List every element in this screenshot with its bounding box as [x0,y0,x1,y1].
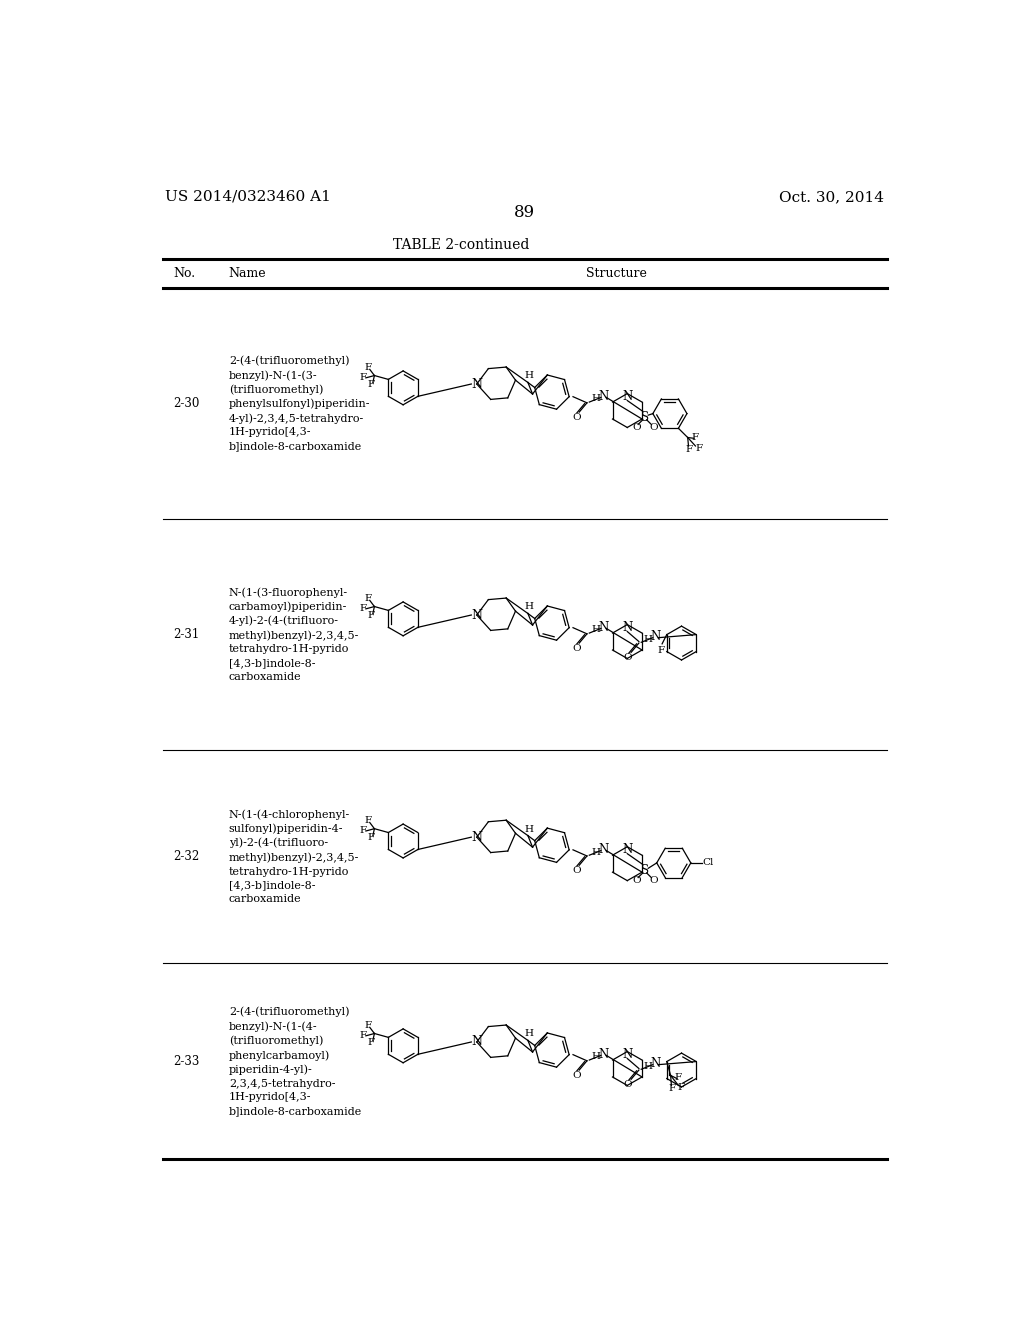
Text: F: F [359,605,367,614]
Text: F: F [669,1084,676,1093]
Text: H: H [592,626,601,635]
Text: F: F [359,1031,367,1040]
Text: O: O [623,1080,632,1089]
Text: H: H [592,847,601,857]
Text: N: N [623,1048,633,1061]
Text: N-(1-(3-fluorophenyl-
carbamoyl)piperidin-
4-yl)-2-(4-(trifluoro-
methyl)benzyl): N-(1-(3-fluorophenyl- carbamoyl)piperidi… [228,587,359,681]
Text: F: F [365,1022,372,1031]
Text: H: H [644,1061,652,1071]
Text: F: F [359,826,367,836]
Text: O: O [649,876,658,886]
Text: F: F [368,1039,375,1047]
Text: F: F [692,433,699,442]
Text: F: F [657,645,665,655]
Text: H: H [644,635,652,644]
Text: F: F [365,363,372,372]
Text: N: N [651,1057,662,1071]
Text: F: F [365,594,372,603]
Text: TABLE 2-continued: TABLE 2-continued [393,238,529,252]
Text: N-(1-(4-chlorophenyl-
sulfonyl)piperidin-4-
yl)-2-(4-(trifluoro-
methyl)benzyl)-: N-(1-(4-chlorophenyl- sulfonyl)piperidin… [228,809,359,904]
Text: N: N [623,843,633,857]
Text: O: O [572,644,582,653]
Text: 2-(4-(trifluoromethyl)
benzyl)-N-(1-(3-
(trifluoromethyl)
phenylsulfonyl)piperid: 2-(4-(trifluoromethyl) benzyl)-N-(1-(3- … [228,355,371,451]
Text: O: O [632,422,641,432]
Text: N: N [471,609,482,622]
Text: F: F [695,444,702,453]
Text: Cl: Cl [702,858,714,867]
Text: O: O [649,422,658,432]
Text: H: H [524,602,534,611]
Text: H: H [524,1030,534,1039]
Text: N: N [599,622,609,634]
Text: H: H [592,1052,601,1061]
Text: N: N [599,843,609,857]
Text: S: S [641,865,649,876]
Text: O: O [623,653,632,663]
Text: Oct. 30, 2014: Oct. 30, 2014 [779,190,885,203]
Text: F: F [368,611,375,620]
Text: N: N [599,391,609,403]
Text: N: N [651,631,662,643]
Text: N: N [471,378,482,391]
Text: F: F [675,1073,682,1082]
Text: F: F [678,1084,685,1092]
Text: Name: Name [228,267,266,280]
Text: H: H [524,371,534,380]
Text: O: O [572,866,582,875]
Text: Structure: Structure [586,267,647,280]
Text: O: O [572,413,582,422]
Text: F: F [686,445,693,454]
Text: N: N [471,1035,482,1048]
Text: 2-32: 2-32 [173,850,200,863]
Text: F: F [359,374,367,383]
Text: 89: 89 [514,203,536,220]
Text: F: F [368,833,375,842]
Text: 2-30: 2-30 [173,397,200,409]
Text: F: F [365,817,372,825]
Text: H: H [524,825,534,833]
Text: N: N [623,391,633,403]
Text: No.: No. [173,267,196,280]
Text: F: F [368,380,375,389]
Text: 2-31: 2-31 [173,628,200,640]
Text: H: H [592,395,601,404]
Text: N: N [471,830,482,843]
Text: 2-33: 2-33 [173,1055,200,1068]
Text: N: N [623,622,633,634]
Text: N: N [599,1048,609,1061]
Text: S: S [641,411,649,424]
Text: O: O [572,1071,582,1080]
Text: O: O [632,876,641,886]
Text: 2-(4-(trifluoromethyl)
benzyl)-N-(1-(4-
(trifluoromethyl)
phenylcarbamoyl)
piper: 2-(4-(trifluoromethyl) benzyl)-N-(1-(4- … [228,1007,362,1115]
Text: US 2014/0323460 A1: US 2014/0323460 A1 [165,190,331,203]
